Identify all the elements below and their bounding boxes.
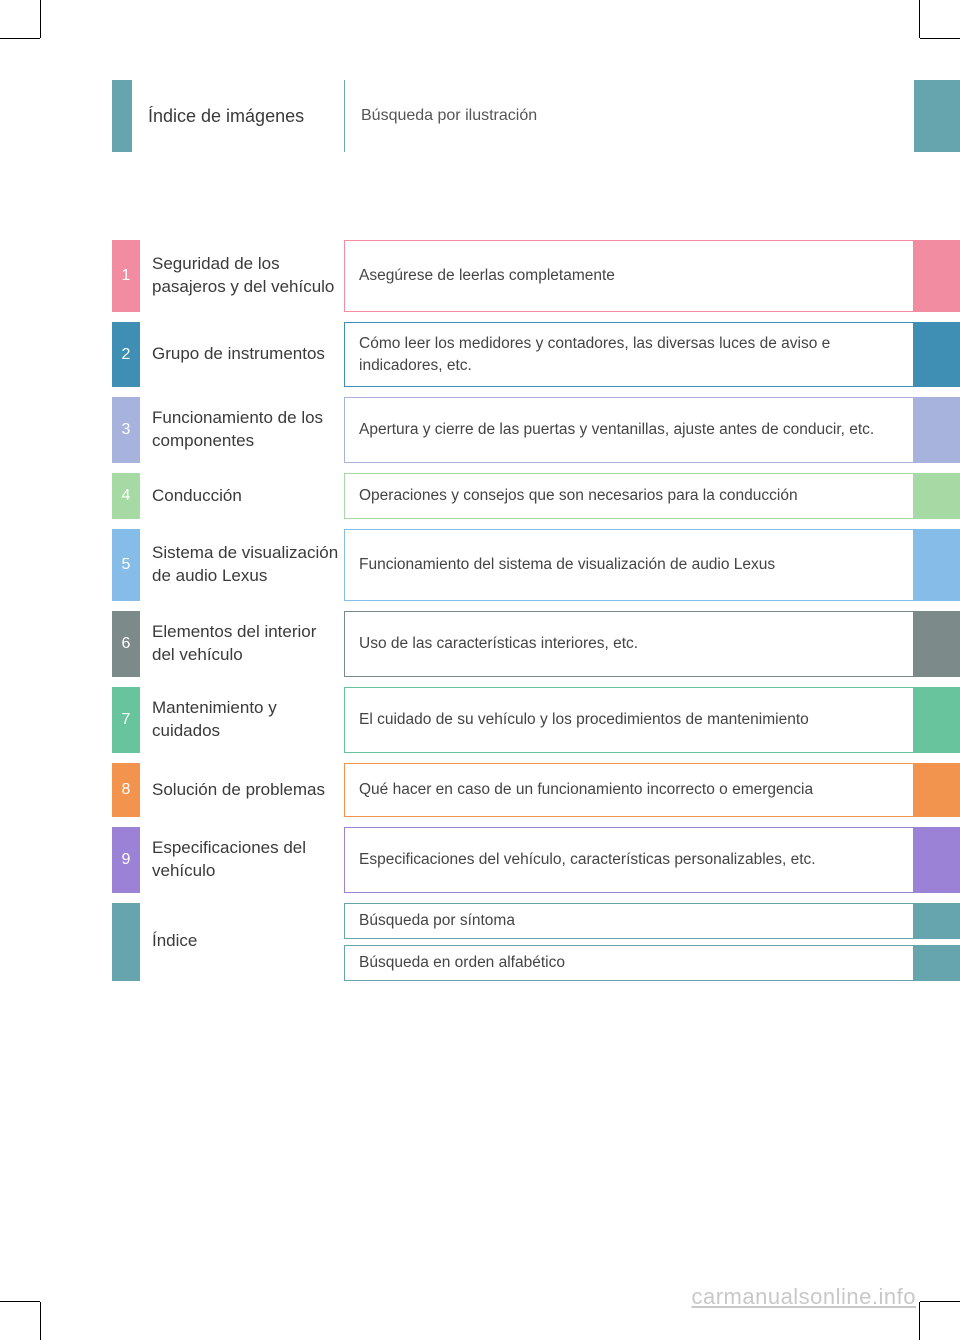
section-title: Elementos del interior del vehículo <box>140 611 344 677</box>
index-line-text: Búsqueda en orden alfabético <box>344 945 914 981</box>
section-description: Qué hacer en caso de un funcionamiento i… <box>344 763 914 817</box>
crop-mark <box>0 38 40 39</box>
section-number-tab: 9 <box>112 827 140 893</box>
section-number-tab: 6 <box>112 611 140 677</box>
section-title: Mantenimiento y cuidados <box>140 687 344 753</box>
section-right-tab <box>914 240 960 312</box>
section-right: Qué hacer en caso de un funcionamiento i… <box>344 763 960 817</box>
section-title: Conducción <box>140 473 344 519</box>
section-title: Sistema de visualización de audio Lexus <box>140 529 344 601</box>
section-description: Operaciones y consejos que son necesario… <box>344 473 914 519</box>
header-right-tab <box>914 80 960 152</box>
index-right: Búsqueda por síntoma Búsqueda en orden al… <box>344 903 960 981</box>
header-desc-wrap: Búsqueda por ilustración <box>344 80 960 152</box>
section-left: 8Solución de problemas <box>112 763 344 817</box>
header-color-tab <box>112 80 132 152</box>
section-row[interactable]: 7Mantenimiento y cuidadosEl cuidado de s… <box>112 687 960 753</box>
crop-mark <box>0 1301 40 1302</box>
section-number-tab: 2 <box>112 322 140 387</box>
crop-mark <box>919 1302 920 1340</box>
section-number-tab: 8 <box>112 763 140 817</box>
section-title: Grupo de instrumentos <box>140 322 344 387</box>
section-right-tab <box>914 763 960 817</box>
section-title: Solución de problemas <box>140 763 344 817</box>
section-right-tab <box>914 529 960 601</box>
sections-list: 1Seguridad de los pasajeros y del vehícu… <box>112 240 960 981</box>
crop-mark <box>40 0 41 38</box>
section-number-tab: 7 <box>112 687 140 753</box>
section-right: Especificaciones del vehículo, caracterí… <box>344 827 960 893</box>
section-description: Asegúrese de leerlas completamente <box>344 240 914 312</box>
section-row[interactable]: 5Sistema de visualización de audio Lexus… <box>112 529 960 601</box>
section-right-tab <box>914 827 960 893</box>
section-description: Apertura y cierre de las puertas y venta… <box>344 397 914 463</box>
section-right: Asegúrese de leerlas completamente <box>344 240 960 312</box>
section-row[interactable]: 1Seguridad de los pasajeros y del vehícu… <box>112 240 960 312</box>
section-description: Especificaciones del vehículo, caracterí… <box>344 827 914 893</box>
section-right: El cuidado de su vehículo y los procedim… <box>344 687 960 753</box>
header-row: Índice de imágenes Búsqueda por ilustrac… <box>112 80 960 152</box>
section-row[interactable]: 3Funcionamiento de los componentesApertu… <box>112 397 960 463</box>
section-row[interactable]: 4ConducciónOperaciones y consejos que so… <box>112 473 960 519</box>
section-right: Funcionamiento del sistema de visualizac… <box>344 529 960 601</box>
section-title: Especificaciones del vehículo <box>140 827 344 893</box>
index-line-text: Búsqueda por síntoma <box>344 903 914 939</box>
index-title: Índice <box>140 903 344 981</box>
section-left: 3Funcionamiento de los componentes <box>112 397 344 463</box>
section-left: 6Elementos del interior del vehículo <box>112 611 344 677</box>
section-right: Uso de las características interiores, e… <box>344 611 960 677</box>
section-row[interactable]: 2Grupo de instrumentosCómo leer los medi… <box>112 322 960 387</box>
header-title: Índice de imágenes <box>148 106 304 127</box>
crop-mark <box>920 1301 960 1302</box>
section-left: 7Mantenimiento y cuidados <box>112 687 344 753</box>
section-left: 2Grupo de instrumentos <box>112 322 344 387</box>
section-title: Seguridad de los pasajeros y del vehícul… <box>140 240 344 312</box>
index-right-tab <box>914 903 960 939</box>
crop-mark <box>40 1302 41 1340</box>
crop-mark <box>919 0 920 38</box>
section-right-tab <box>914 687 960 753</box>
section-left: 9Especificaciones del vehículo <box>112 827 344 893</box>
section-right-tab <box>914 473 960 519</box>
section-number-tab: 3 <box>112 397 140 463</box>
section-row[interactable]: 9Especificaciones del vehículoEspecifica… <box>112 827 960 893</box>
section-left: 5Sistema de visualización de audio Lexus <box>112 529 344 601</box>
header-left: Índice de imágenes <box>112 80 344 152</box>
index-left: Índice <box>112 903 344 981</box>
section-right: Apertura y cierre de las puertas y venta… <box>344 397 960 463</box>
section-right: Cómo leer los medidores y contadores, la… <box>344 322 960 387</box>
index-color-tab <box>112 903 140 981</box>
section-title: Funcionamiento de los componentes <box>140 397 344 463</box>
section-right-tab <box>914 611 960 677</box>
section-number-tab: 4 <box>112 473 140 519</box>
section-number-tab: 5 <box>112 529 140 601</box>
section-left: 1Seguridad de los pasajeros y del vehícu… <box>112 240 344 312</box>
section-description: Uso de las características interiores, e… <box>344 611 914 677</box>
watermark: carmanualsonline.info <box>691 1284 916 1310</box>
section-row[interactable]: 8Solución de problemasQué hacer en caso … <box>112 763 960 817</box>
section-left: 4Conducción <box>112 473 344 519</box>
section-row[interactable]: 6Elementos del interior del vehículoUso … <box>112 611 960 677</box>
section-right: Operaciones y consejos que son necesario… <box>344 473 960 519</box>
section-description: El cuidado de su vehículo y los procedim… <box>344 687 914 753</box>
section-description: Cómo leer los medidores y contadores, la… <box>344 322 914 387</box>
section-description: Funcionamiento del sistema de visualizac… <box>344 529 914 601</box>
section-right-tab <box>914 322 960 387</box>
page-content: Índice de imágenes Búsqueda por ilustrac… <box>112 80 960 981</box>
section-right-tab <box>914 397 960 463</box>
crop-mark <box>920 38 960 39</box>
index-line[interactable]: Búsqueda en orden alfabético <box>344 945 960 981</box>
index-row[interactable]: ÍndiceBúsqueda por síntoma Búsqueda en or… <box>112 903 960 981</box>
index-line[interactable]: Búsqueda por síntoma <box>344 903 960 939</box>
index-right-tab <box>914 945 960 981</box>
section-number-tab: 1 <box>112 240 140 312</box>
header-description: Búsqueda por ilustración <box>345 80 914 152</box>
